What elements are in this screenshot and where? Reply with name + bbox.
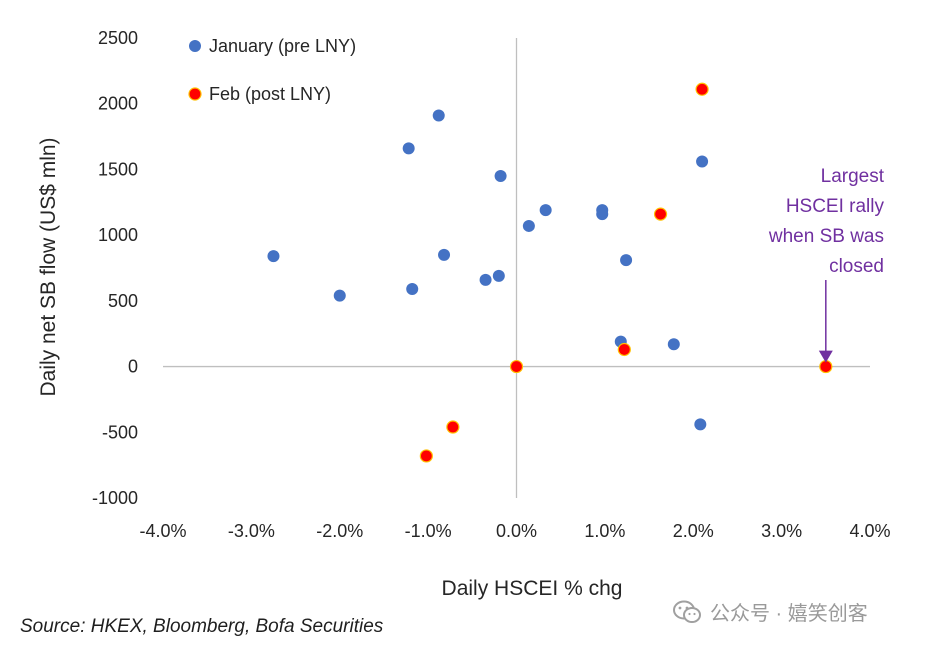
x-tick-label: -3.0% [228, 521, 275, 541]
annotation-text: HSCEI rally [786, 196, 885, 217]
legend-marker [189, 40, 201, 52]
data-point [438, 248, 451, 261]
legend-label: January (pre LNY) [209, 36, 356, 56]
data-point [696, 155, 709, 168]
data-point [267, 250, 280, 263]
data-point [620, 254, 633, 267]
data-point [509, 359, 524, 374]
x-tick-label: -2.0% [316, 521, 363, 541]
x-tick-label: 4.0% [849, 521, 890, 541]
y-tick-label: -1000 [92, 488, 138, 508]
data-point [479, 273, 492, 286]
annotation: Largest HSCEI rally when SB was closed [768, 166, 885, 363]
x-tick-label: 0.0% [496, 521, 537, 541]
data-point [446, 420, 460, 434]
y-tick-label: 0 [128, 357, 138, 377]
data-points [267, 82, 833, 463]
tick-labels: -4.0% -3.0% -2.0% -1.0% 0.0% 1.0% 2.0% 3.0% 4.0%… [92, 28, 891, 541]
y-axis-title: Daily net SB flow (US$ mln) [37, 137, 60, 396]
annotation-text: closed [829, 256, 884, 277]
watermark: 公众号 · 嬉笑创客 [672, 597, 868, 626]
scatter-chart: -4.0% -3.0% -2.0% -1.0% 0.0% 1.0% 2.0% 3.0% 4.0%… [37, 28, 891, 600]
x-tick-label: -4.0% [139, 521, 186, 541]
y-tick-label: 500 [108, 291, 138, 311]
data-point [596, 208, 609, 221]
x-tick-label: 2.0% [673, 521, 714, 541]
data-point [694, 418, 707, 431]
x-axis-title: Daily HSCEI % chg [442, 577, 623, 600]
data-point [617, 342, 631, 357]
x-tick-label: 3.0% [761, 521, 802, 541]
y-tick-label: 1000 [98, 225, 138, 245]
x-tick-label: -1.0% [405, 521, 452, 541]
legend-label: Feb (post LNY) [209, 84, 331, 104]
data-point [494, 170, 507, 182]
y-tick-label: 1500 [98, 159, 138, 179]
data-point [333, 289, 346, 302]
data-point [539, 204, 552, 217]
data-point [667, 338, 680, 351]
legend-marker [188, 87, 202, 101]
data-point [653, 207, 668, 221]
data-point [522, 219, 535, 232]
data-point [492, 269, 505, 282]
watermark-label: 公众号 · 嬉笑创客 [710, 603, 868, 625]
data-point [432, 109, 445, 122]
legend: January (pre LNY) Feb (post LNY) [188, 36, 356, 104]
source-note: Source: HKEX, Bloomberg, Bofa Securities [20, 616, 384, 637]
annotation-text: Largest [821, 166, 885, 187]
data-point [402, 142, 415, 155]
y-tick-label: -500 [102, 422, 138, 442]
y-tick-label: 2000 [98, 94, 138, 114]
annotation-arrow-head [818, 350, 833, 363]
data-point [406, 283, 419, 296]
data-point [695, 82, 709, 96]
wechat-icon [673, 600, 701, 623]
y-tick-label: 2500 [98, 28, 138, 48]
annotation-text: when SB was [768, 226, 884, 247]
x-tick-label: 1.0% [584, 521, 625, 541]
axes [163, 38, 870, 498]
data-point [419, 449, 433, 463]
